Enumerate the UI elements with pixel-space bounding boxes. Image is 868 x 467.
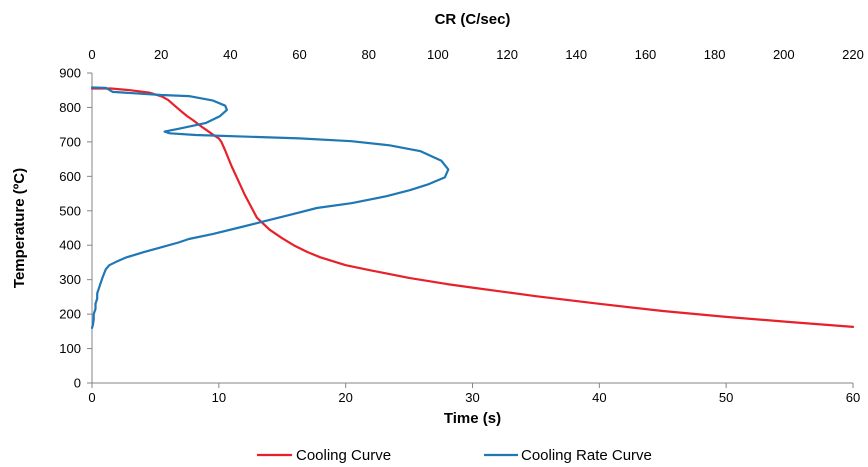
y-tick-label: 400 (59, 238, 81, 253)
y-tick-label: 0 (74, 376, 81, 391)
x2-tick-label: 140 (565, 47, 587, 62)
x-axis-ticks: 0 10 20 30 40 50 60 (88, 383, 860, 405)
legend-label-cooling-curve: Cooling Curve (296, 447, 391, 464)
x-tick-label: 30 (465, 390, 479, 405)
x-tick-label: 40 (592, 390, 606, 405)
y-tick-label: 500 (59, 203, 81, 218)
x2-tick-label: 180 (704, 47, 726, 62)
y-tick-label: 300 (59, 272, 81, 287)
legend-label-cooling-rate-curve: Cooling Rate Curve (521, 447, 652, 464)
x2-tick-label: 80 (361, 47, 375, 62)
x2-tick-label: 20 (154, 47, 168, 62)
y-tick-label: 200 (59, 307, 81, 322)
x2-tick-label: 160 (635, 47, 657, 62)
series-line-cooling-rate-curve (90, 86, 450, 329)
x-tick-label: 50 (719, 390, 733, 405)
series-line-cooling-curve (90, 87, 855, 328)
x2-axis-title: CR (C/sec) (435, 11, 511, 28)
x2-tick-label: 220 (842, 47, 864, 62)
y-tick-label: 800 (59, 100, 81, 115)
x-tick-label: 20 (338, 390, 352, 405)
x2-axis-ticks: 0 20 40 60 80 100 120 140 160 180 200 220 (88, 47, 863, 62)
x2-tick-label: 120 (496, 47, 518, 62)
x2-tick-label: 0 (88, 47, 95, 62)
x2-tick-label: 60 (292, 47, 306, 62)
x-tick-label: 60 (846, 390, 860, 405)
x2-tick-label: 100 (427, 47, 449, 62)
y-tick-label: 600 (59, 169, 81, 184)
y-tick-label: 100 (59, 341, 81, 356)
x2-tick-label: 40 (223, 47, 237, 62)
y-axis-title: Temperature (ºC) (11, 168, 28, 288)
x-tick-label: 10 (212, 390, 226, 405)
plot-area (91, 73, 853, 384)
y-tick-label: 900 (59, 66, 81, 81)
x2-tick-label: 200 (773, 47, 795, 62)
series-layer (90, 86, 855, 329)
x-tick-label: 0 (88, 390, 95, 405)
legend: Cooling Curve Cooling Rate Curve (257, 447, 652, 464)
y-axis-ticks: 0 100 200 300 400 500 600 700 800 900 (59, 66, 92, 391)
x-axis-title: Time (s) (444, 410, 501, 427)
y-tick-label: 700 (59, 134, 81, 149)
